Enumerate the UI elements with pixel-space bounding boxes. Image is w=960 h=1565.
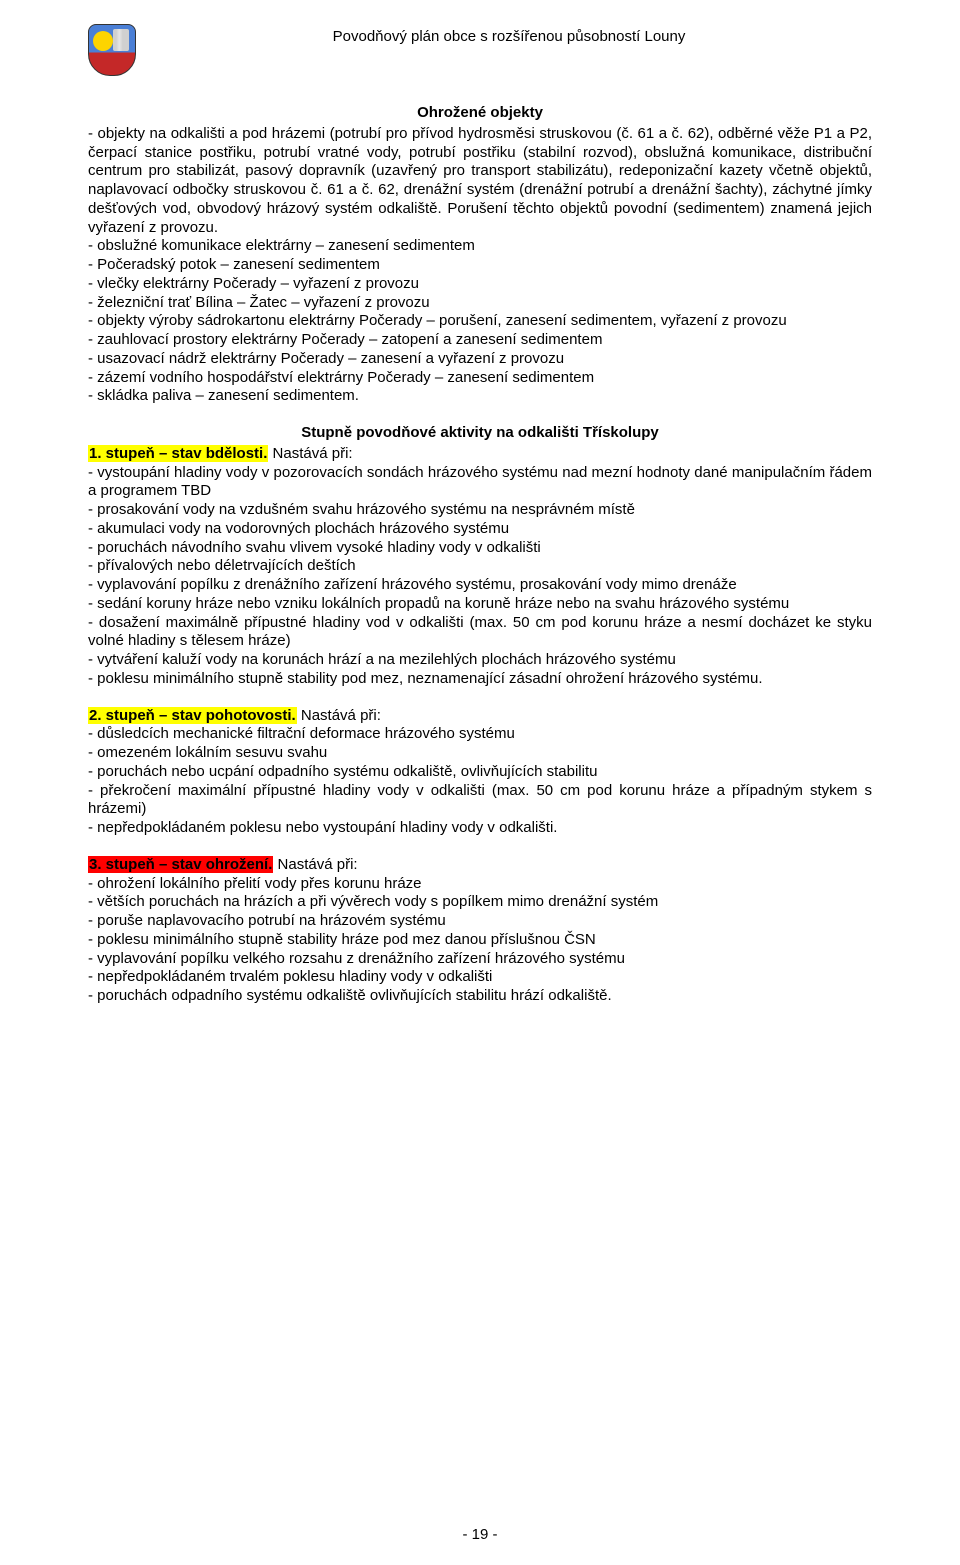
stage-2-after: Nastává při: — [297, 707, 381, 724]
stage-1-body: - vystoupání hladiny vody v pozorovacích… — [88, 464, 872, 689]
stage-3-body: - ohrožení lokálního přelití vody přes k… — [88, 875, 872, 1006]
page: Povodňový plán obce s rozšířenou působno… — [0, 0, 960, 1565]
header: Povodňový plán obce s rozšířenou působno… — [88, 24, 872, 76]
ohrozene-objekty-text: - objekty na odkališti a pod hrázemi (po… — [88, 125, 872, 406]
stage-2-body: - důsledcích mechanické filtrační deform… — [88, 725, 872, 838]
stage-2-heading: 2. stupeň – stav pohotovosti. Nastává př… — [88, 707, 872, 726]
spa-title: Stupně povodňové aktivity na odkališti T… — [88, 424, 872, 443]
stage-1-after: Nastává při: — [268, 445, 352, 462]
stage-3-label: 3. stupeň – stav ohrožení. — [88, 856, 273, 873]
stage-3-heading: 3. stupeň – stav ohrožení. Nastává při: — [88, 856, 872, 875]
stage-3-after: Nastává při: — [273, 856, 357, 873]
stage-2-label: 2. stupeň – stav pohotovosti. — [88, 707, 297, 724]
stage-1-heading: 1. stupeň – stav bdělosti. Nastává při: — [88, 445, 872, 464]
document-title: Povodňový plán obce s rozšířenou působno… — [146, 28, 872, 47]
stage-1-label: 1. stupeň – stav bdělosti. — [88, 445, 268, 462]
city-crest-icon — [88, 24, 136, 76]
page-number: - 19 - — [0, 1526, 960, 1545]
section-title-ohrozene: Ohrožené objekty — [88, 104, 872, 123]
